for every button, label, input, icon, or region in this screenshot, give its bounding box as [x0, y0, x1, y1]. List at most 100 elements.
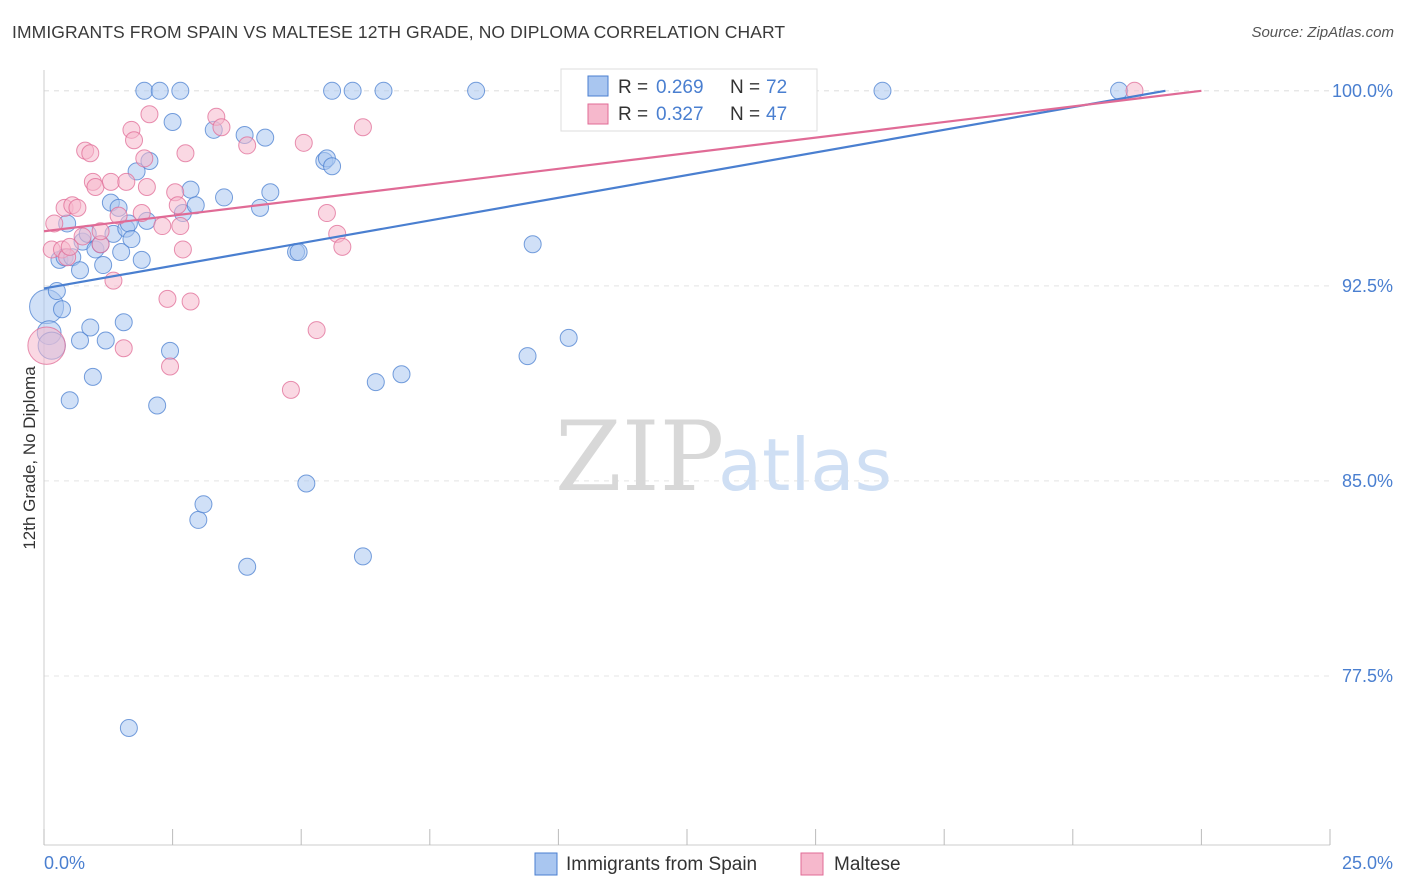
point-spain [122, 230, 141, 249]
point-maltese [60, 237, 79, 256]
point-maltese [181, 292, 200, 311]
point-maltese [238, 136, 257, 155]
point-spain [374, 81, 393, 100]
legend-swatch-spain [587, 75, 609, 97]
source-label: Source: ZipAtlas.com [1251, 24, 1394, 41]
legend-bottom-label-spain: Immigrants from Spain [566, 854, 757, 875]
point-maltese [101, 172, 120, 191]
watermark: ZIP atlas [555, 401, 892, 513]
point-maltese [140, 105, 159, 124]
point-maltese [137, 178, 156, 197]
point-spain [194, 495, 213, 514]
legend-bottom-swatch-spain [534, 852, 558, 876]
point-maltese [158, 289, 177, 308]
point-spain [119, 718, 138, 737]
point-spain [189, 510, 208, 529]
point-spain [94, 256, 113, 275]
y-tick-label: 77.5% [1342, 666, 1393, 686]
point-spain [171, 81, 190, 100]
x-tick-label-max: 25.0% [1342, 853, 1393, 873]
point-spain [366, 373, 385, 392]
legend-swatch-maltese [587, 103, 609, 125]
point-maltese [27, 326, 66, 365]
legend-n-value-spain: 72 [766, 77, 787, 98]
y-tick-label: 92.5% [1342, 276, 1393, 296]
point-spain [1110, 81, 1129, 100]
point-maltese [86, 178, 105, 197]
x-tick-label-min: 0.0% [44, 853, 85, 873]
point-spain [392, 365, 411, 384]
point-maltese [212, 118, 231, 137]
legend-n-label-spain: N = [730, 77, 760, 98]
trend-lines [43, 89, 1202, 290]
point-maltese [168, 196, 187, 215]
point-maltese [281, 380, 300, 399]
point-spain [53, 300, 72, 319]
point-maltese [45, 214, 64, 233]
point-spain [323, 81, 342, 100]
point-spain [523, 235, 542, 254]
x-ticks [43, 829, 1331, 845]
watermark-zip: ZIP [555, 401, 724, 513]
point-maltese [161, 357, 180, 376]
point-spain [343, 81, 362, 100]
point-spain [297, 474, 316, 493]
trend-line-maltese [43, 89, 1202, 233]
y-axis-label: 12th Grade, No Diploma [20, 366, 39, 550]
point-maltese [153, 217, 172, 236]
point-maltese [171, 217, 190, 236]
point-spain [467, 81, 486, 100]
point-spain [256, 128, 275, 147]
point-maltese [68, 198, 87, 217]
point-maltese [91, 222, 110, 241]
point-spain [323, 157, 342, 176]
point-spain [559, 328, 578, 347]
point-maltese [132, 204, 151, 223]
point-maltese [294, 133, 313, 152]
point-maltese [176, 144, 195, 163]
point-maltese [333, 237, 352, 256]
point-spain [518, 347, 537, 366]
point-maltese [307, 321, 326, 340]
legend-bottom-swatch-maltese [800, 852, 824, 876]
point-spain [150, 81, 169, 100]
point-spain [215, 188, 234, 207]
point-spain [60, 391, 79, 410]
point-spain [181, 180, 200, 199]
legend-n-label-maltese: N = [730, 104, 760, 125]
watermark-atlas: atlas [718, 423, 892, 507]
point-maltese [81, 144, 100, 163]
legend-r-value-spain: 0.269 [656, 77, 704, 98]
point-spain [261, 183, 280, 202]
y-tick-labels: 77.5% 85.0% 92.5% 100.0% [1332, 81, 1393, 686]
point-maltese [317, 204, 336, 223]
point-spain [83, 367, 102, 386]
legend-n-value-maltese: 47 [766, 104, 787, 125]
y-tick-label: 100.0% [1332, 81, 1393, 101]
point-maltese [353, 118, 372, 137]
legend-r-label-spain: R = [618, 77, 648, 98]
point-spain [112, 243, 131, 262]
point-spain [289, 243, 308, 262]
point-spain [163, 113, 182, 132]
point-spain [132, 250, 151, 269]
point-spain [238, 557, 257, 576]
chart-title: IMMIGRANTS FROM SPAIN VS MALTESE 12TH GR… [12, 22, 786, 42]
legend-bottom: Immigrants from Spain Maltese [534, 852, 901, 876]
point-spain [148, 396, 167, 415]
legend-bottom-label-maltese: Maltese [834, 854, 901, 875]
point-spain [161, 341, 180, 360]
point-spain [71, 261, 90, 280]
gridlines [44, 90, 1330, 677]
legend-top: R = 0.269 N = 72 R = 0.327 N = 47 [560, 68, 818, 132]
point-spain [873, 81, 892, 100]
point-maltese [173, 240, 192, 259]
point-maltese [117, 172, 136, 191]
point-maltese [114, 339, 133, 358]
point-spain [81, 318, 100, 337]
point-spain [114, 313, 133, 332]
point-maltese [109, 206, 128, 225]
point-spain [71, 331, 90, 350]
point-maltese [135, 149, 154, 168]
point-spain [96, 331, 115, 350]
